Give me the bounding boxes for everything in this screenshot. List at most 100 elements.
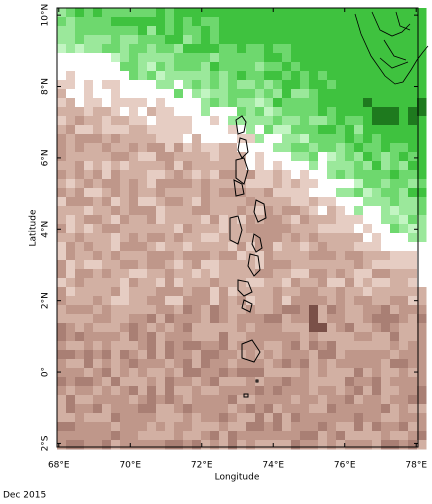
raster-cell <box>75 314 85 324</box>
raster-cell <box>354 161 364 171</box>
raster-cell <box>111 287 121 297</box>
raster-cell <box>120 26 130 36</box>
raster-cell <box>165 359 175 369</box>
raster-cell <box>84 395 94 405</box>
raster-cell <box>219 35 229 45</box>
raster-cell <box>264 233 274 243</box>
raster-cell <box>111 8 121 18</box>
raster-cell <box>183 332 193 342</box>
raster-cell <box>165 296 175 306</box>
raster-cell <box>57 188 67 198</box>
raster-cell <box>246 161 256 171</box>
raster-cell <box>138 431 148 441</box>
raster-cell <box>309 224 319 234</box>
raster-cell <box>408 323 418 333</box>
raster-cell <box>273 305 283 315</box>
raster-cell <box>363 143 373 153</box>
raster-cell <box>336 251 346 261</box>
raster-cell <box>129 107 139 117</box>
raster-cell <box>264 89 274 99</box>
raster-cell <box>147 431 157 441</box>
raster-cell <box>273 422 283 432</box>
raster-cell <box>408 278 418 288</box>
raster-cell <box>381 260 391 270</box>
raster-cell <box>192 107 202 117</box>
raster-cell <box>309 440 319 450</box>
raster-cell <box>111 125 121 135</box>
raster-cell <box>120 440 130 450</box>
raster-cell <box>336 296 346 306</box>
raster-cell <box>165 287 175 297</box>
raster-cell <box>210 62 220 72</box>
raster-cell <box>363 323 373 333</box>
raster-cell <box>174 359 184 369</box>
raster-cell <box>111 296 121 306</box>
raster-cell <box>363 314 373 324</box>
raster-cell <box>273 8 283 18</box>
raster-cell <box>327 422 337 432</box>
raster-cell <box>291 359 301 369</box>
raster-cell <box>93 251 103 261</box>
raster-cell <box>291 233 301 243</box>
raster-cell <box>102 440 112 450</box>
raster-cell <box>345 278 355 288</box>
raster-cell <box>390 125 400 135</box>
raster-cell <box>102 125 112 135</box>
raster-cell <box>345 413 355 423</box>
raster-cell <box>228 206 238 216</box>
raster-cell <box>129 233 139 243</box>
raster-cell <box>381 107 391 117</box>
raster-cell <box>102 107 112 117</box>
raster-cell <box>345 62 355 72</box>
raster-cell <box>93 233 103 243</box>
raster-cell <box>156 395 166 405</box>
raster-cell <box>138 269 148 279</box>
raster-cell <box>138 260 148 270</box>
raster-cell <box>75 98 85 108</box>
raster-cell <box>228 44 238 54</box>
raster-cell <box>246 260 256 270</box>
raster-cell <box>183 440 193 450</box>
raster-cell <box>219 386 229 396</box>
raster-cell <box>228 116 238 126</box>
raster-cell <box>156 260 166 270</box>
raster-cell <box>210 170 220 180</box>
raster-cell <box>372 80 382 90</box>
raster-cell <box>363 35 373 45</box>
raster-cell <box>354 179 364 189</box>
raster-cell <box>66 116 76 126</box>
raster-cell <box>399 422 409 432</box>
y-tick-label: 2°S <box>41 435 51 451</box>
raster-cell <box>399 386 409 396</box>
raster-cell <box>255 44 265 54</box>
raster-cell <box>300 188 310 198</box>
raster <box>57 8 427 450</box>
raster-cell <box>129 251 139 261</box>
raster-cell <box>417 386 427 396</box>
raster-cell <box>255 251 265 261</box>
raster-cell <box>93 44 103 54</box>
raster-cell <box>201 80 211 90</box>
raster-cell <box>93 26 103 36</box>
raster-cell <box>354 395 364 405</box>
raster-cell <box>255 377 265 387</box>
raster-cell <box>84 377 94 387</box>
raster-cell <box>381 116 391 126</box>
raster-cell <box>111 305 121 315</box>
raster-cell <box>84 368 94 378</box>
raster-cell <box>156 161 166 171</box>
raster-cell <box>156 350 166 360</box>
raster-cell <box>345 224 355 234</box>
raster-cell <box>111 233 121 243</box>
raster-cell <box>75 440 85 450</box>
raster-cell <box>120 206 130 216</box>
raster-cell <box>336 341 346 351</box>
raster-cell <box>57 323 67 333</box>
raster-cell <box>93 341 103 351</box>
raster-cell <box>156 98 166 108</box>
raster-cell <box>291 287 301 297</box>
raster-cell <box>57 359 67 369</box>
raster-cell <box>273 341 283 351</box>
raster-cell <box>345 440 355 450</box>
raster-cell <box>354 197 364 207</box>
